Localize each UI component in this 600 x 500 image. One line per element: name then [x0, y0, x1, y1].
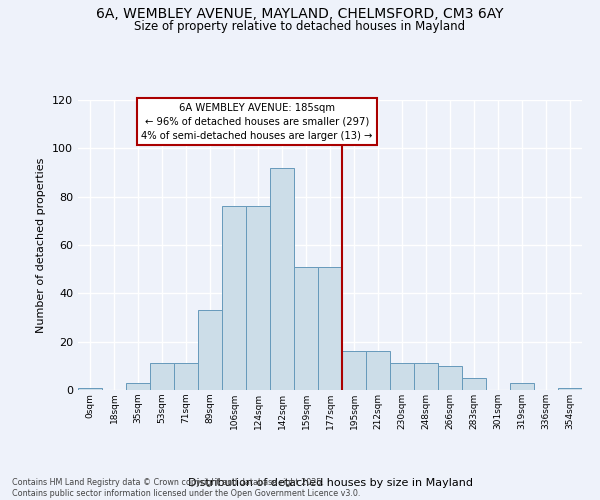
Bar [318, 267, 342, 390]
Bar [558, 388, 582, 390]
Text: 6A, WEMBLEY AVENUE, MAYLAND, CHELMSFORD, CM3 6AY: 6A, WEMBLEY AVENUE, MAYLAND, CHELMSFORD,… [96, 8, 504, 22]
Bar [222, 206, 246, 390]
Text: Contains HM Land Registry data © Crown copyright and database right 2025.
Contai: Contains HM Land Registry data © Crown c… [12, 478, 361, 498]
Bar [198, 310, 222, 390]
Bar [510, 383, 534, 390]
Bar [270, 168, 294, 390]
Bar [246, 206, 270, 390]
Bar [366, 352, 390, 390]
Y-axis label: Number of detached properties: Number of detached properties [37, 158, 46, 332]
Bar [414, 364, 438, 390]
Bar [150, 364, 174, 390]
Bar [462, 378, 486, 390]
Text: Distribution of detached houses by size in Mayland: Distribution of detached houses by size … [187, 478, 473, 488]
Bar [390, 364, 414, 390]
Bar [174, 364, 198, 390]
Text: 6A WEMBLEY AVENUE: 185sqm
← 96% of detached houses are smaller (297)
4% of semi-: 6A WEMBLEY AVENUE: 185sqm ← 96% of detac… [141, 103, 373, 141]
Bar [342, 352, 366, 390]
Bar [126, 383, 150, 390]
Text: Size of property relative to detached houses in Mayland: Size of property relative to detached ho… [134, 20, 466, 33]
Bar [78, 388, 102, 390]
Bar [294, 267, 318, 390]
Bar [438, 366, 462, 390]
